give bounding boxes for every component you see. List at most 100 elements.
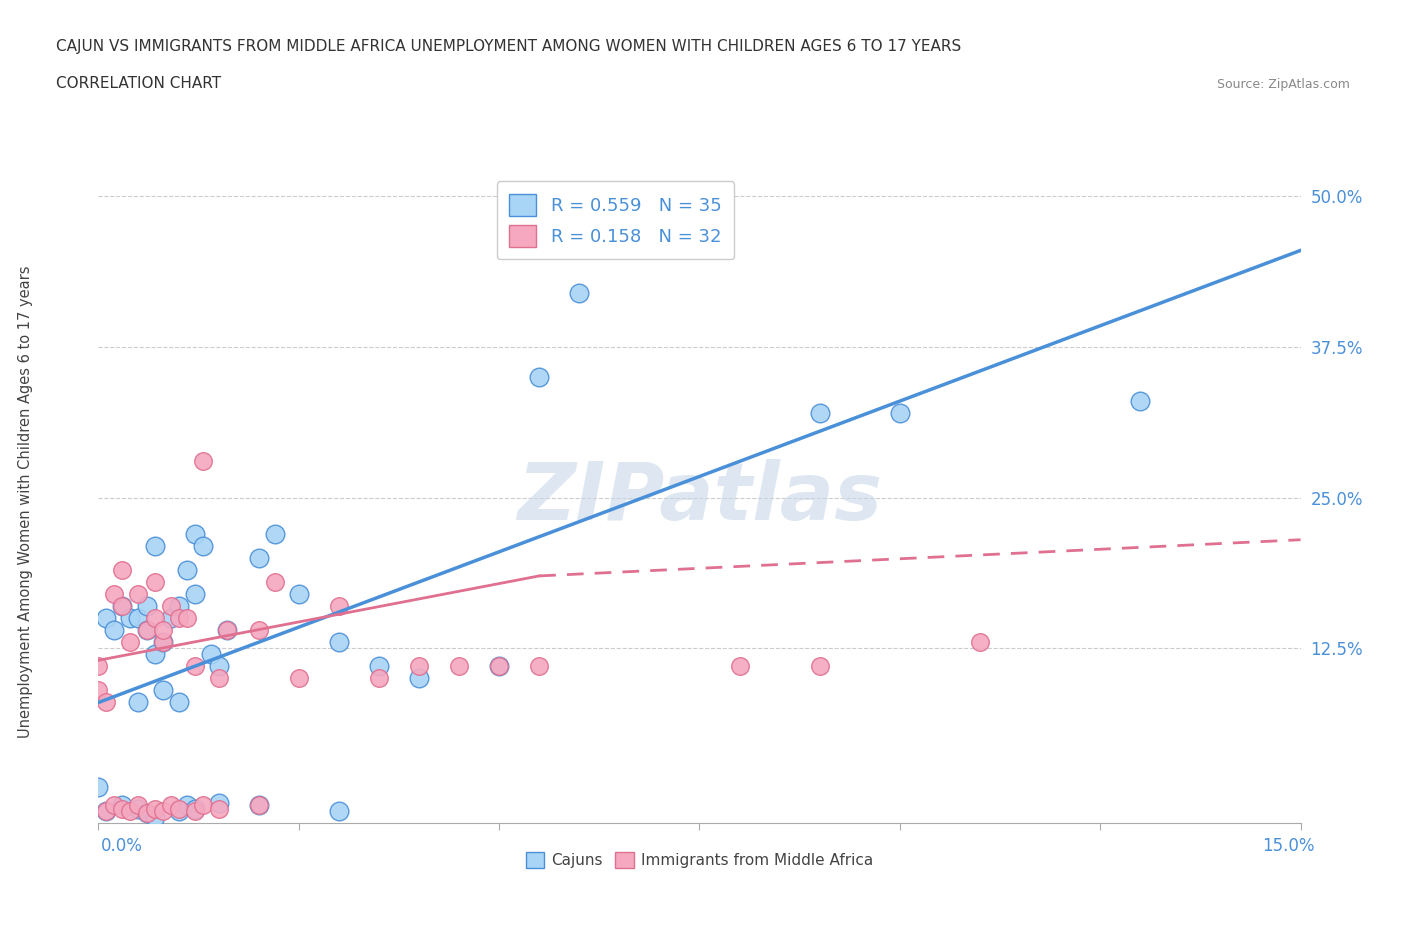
Point	[87, 779, 110, 794]
Point	[183, 526, 205, 541]
Point	[969, 635, 991, 650]
Point	[128, 587, 150, 602]
Point	[183, 587, 205, 602]
Point	[208, 801, 231, 816]
Point	[135, 806, 157, 821]
Point	[328, 804, 350, 818]
Point	[208, 795, 231, 810]
Point	[135, 623, 157, 638]
Point	[288, 671, 311, 685]
Point	[103, 623, 125, 638]
Point	[96, 695, 118, 710]
Point	[135, 623, 157, 638]
Point	[263, 526, 285, 541]
Point	[152, 635, 174, 650]
Point	[529, 658, 551, 673]
Point	[191, 798, 214, 813]
Point	[247, 798, 270, 813]
Point	[808, 405, 831, 420]
Point	[96, 804, 118, 818]
Text: 15.0%: 15.0%	[1263, 837, 1315, 855]
Point	[328, 599, 350, 614]
Point	[103, 798, 125, 813]
Point	[103, 587, 125, 602]
Point	[167, 804, 190, 818]
Text: CAJUN VS IMMIGRANTS FROM MIDDLE AFRICA UNEMPLOYMENT AMONG WOMEN WITH CHILDREN AG: CAJUN VS IMMIGRANTS FROM MIDDLE AFRICA U…	[56, 39, 962, 54]
Text: Source: ZipAtlas.com: Source: ZipAtlas.com	[1216, 78, 1350, 91]
Point	[159, 798, 181, 813]
Point	[152, 623, 174, 638]
Point	[215, 623, 238, 638]
Point	[128, 801, 150, 816]
Point	[152, 635, 174, 650]
Point	[488, 658, 510, 673]
Point	[408, 658, 430, 673]
Point	[808, 658, 831, 673]
Point	[167, 695, 190, 710]
Legend: R = 0.559   N = 35, R = 0.158   N = 32: R = 0.559 N = 35, R = 0.158 N = 32	[496, 181, 734, 259]
Point	[176, 798, 198, 813]
Point	[143, 575, 166, 590]
Point	[247, 551, 270, 565]
Point	[889, 405, 911, 420]
Point	[288, 587, 311, 602]
Point	[128, 611, 150, 626]
Point	[111, 599, 134, 614]
Point	[167, 599, 190, 614]
Point	[208, 671, 231, 685]
Point	[111, 599, 134, 614]
Point	[328, 635, 350, 650]
Point	[135, 806, 157, 821]
Point	[208, 658, 231, 673]
Point	[120, 635, 142, 650]
Point	[529, 369, 551, 384]
Point	[152, 804, 174, 818]
Point	[568, 286, 591, 300]
Point	[191, 454, 214, 469]
Point	[488, 658, 510, 673]
Point	[152, 683, 174, 698]
Point	[176, 563, 198, 578]
Point	[128, 798, 150, 813]
Point	[263, 575, 285, 590]
Point	[135, 599, 157, 614]
Point	[247, 798, 270, 813]
Text: 0.0%: 0.0%	[101, 837, 143, 855]
Point	[111, 801, 134, 816]
Point	[143, 647, 166, 662]
Point	[167, 611, 190, 626]
Point	[191, 538, 214, 553]
Point	[176, 611, 198, 626]
Point	[167, 801, 190, 816]
Point	[143, 810, 166, 825]
Point	[728, 658, 751, 673]
Point	[120, 804, 142, 818]
Point	[128, 695, 150, 710]
Point	[143, 611, 166, 626]
Point	[111, 563, 134, 578]
Point	[159, 599, 181, 614]
Point	[447, 658, 470, 673]
Point	[215, 623, 238, 638]
Point	[120, 611, 142, 626]
Text: CORRELATION CHART: CORRELATION CHART	[56, 76, 221, 91]
Point	[111, 798, 134, 813]
Point	[247, 623, 270, 638]
Point	[183, 801, 205, 816]
Point	[96, 611, 118, 626]
Point	[183, 804, 205, 818]
Point	[408, 671, 430, 685]
Point	[159, 611, 181, 626]
Point	[96, 804, 118, 818]
Point	[87, 683, 110, 698]
Point	[368, 658, 391, 673]
Point	[143, 538, 166, 553]
Text: Unemployment Among Women with Children Ages 6 to 17 years: Unemployment Among Women with Children A…	[18, 266, 32, 738]
Point	[87, 658, 110, 673]
Point	[200, 647, 222, 662]
Text: ZIPatlas: ZIPatlas	[517, 458, 882, 537]
Point	[1129, 393, 1152, 408]
Point	[143, 801, 166, 816]
Point	[368, 671, 391, 685]
Point	[183, 658, 205, 673]
